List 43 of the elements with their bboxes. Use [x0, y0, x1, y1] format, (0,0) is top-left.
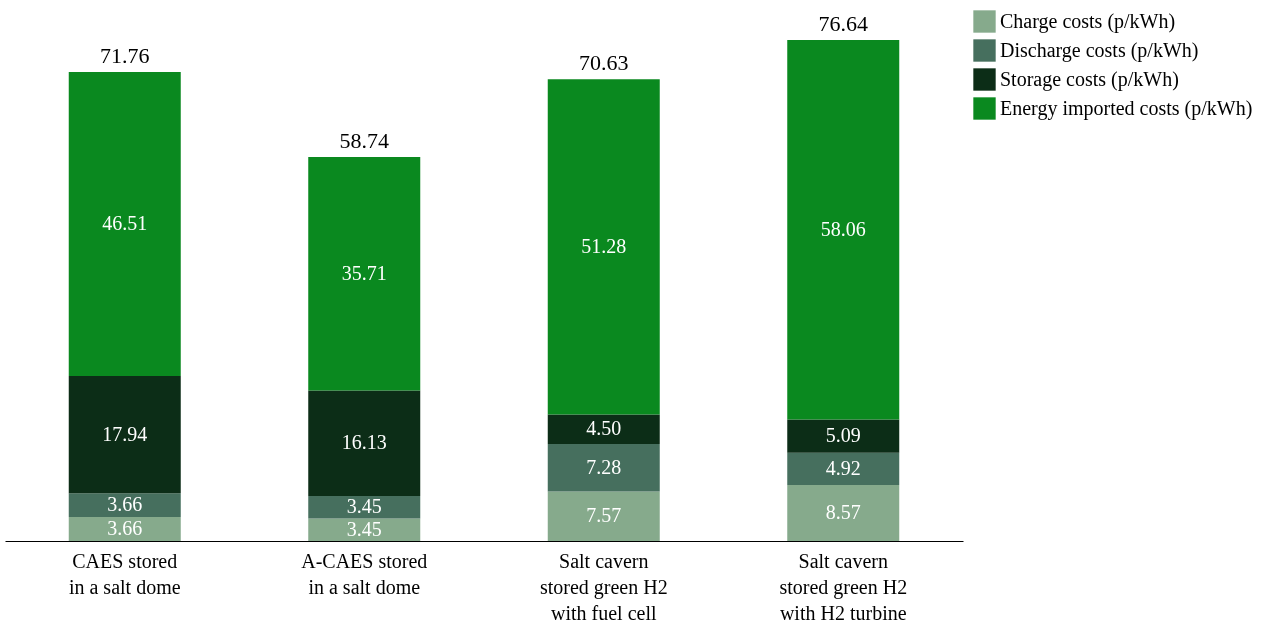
- bar: [68, 517, 181, 541]
- x-tick-label: Salt cavern stored green H2 with H2 turbine: [779, 549, 908, 624]
- data-label: 3.66: [107, 517, 143, 540]
- legend-label: Charge costs (p/kWh): [1000, 9, 1176, 33]
- data-label: 7.28: [586, 455, 622, 478]
- data-label: 35.71: [341, 261, 387, 284]
- bar: [787, 419, 900, 453]
- data-label: 8.57: [825, 500, 861, 523]
- legend-label: Discharge costs (p/kWh): [1000, 38, 1199, 62]
- data-label: 7.57: [586, 504, 622, 527]
- bar: [308, 390, 421, 496]
- data-label: 5.09: [825, 424, 861, 447]
- data-label: 16.13: [341, 431, 387, 454]
- data-label: 58.06: [820, 217, 866, 240]
- bar: [68, 493, 181, 518]
- bar: [787, 452, 900, 485]
- legend-label: Storage costs (p/kWh): [1000, 67, 1179, 91]
- total-label: 71.76: [100, 42, 150, 68]
- bar: [68, 375, 181, 494]
- bar: [787, 40, 900, 420]
- bar: [547, 491, 660, 541]
- bar: [308, 157, 421, 391]
- bar: [308, 518, 421, 541]
- x-tick-label: CAES stored in a salt dome: [68, 549, 181, 598]
- bar: [68, 71, 181, 376]
- data-label: 46.51: [102, 211, 148, 234]
- data-label: 51.28: [581, 234, 627, 257]
- bar: [787, 484, 900, 541]
- total-label: 58.74: [339, 128, 389, 154]
- data-label: 4.50: [586, 417, 622, 440]
- data-label: 4.92: [825, 456, 861, 479]
- data-label: 3.45: [346, 495, 382, 518]
- data-label: 17.94: [102, 422, 148, 445]
- legend-label: Energy imported costs (p/kWh): [1000, 96, 1253, 120]
- x-tick-label: A-CAES stored in a salt dome: [301, 549, 428, 598]
- total-label: 70.63: [579, 50, 629, 76]
- data-label: 3.45: [346, 517, 382, 540]
- total-label: 76.64: [818, 11, 868, 37]
- data-label: 3.66: [107, 493, 143, 516]
- bar: [547, 414, 660, 444]
- x-tick-label: Salt cavern stored green H2 with fuel cell: [539, 549, 668, 624]
- bar: [547, 443, 660, 492]
- bar: [547, 79, 660, 415]
